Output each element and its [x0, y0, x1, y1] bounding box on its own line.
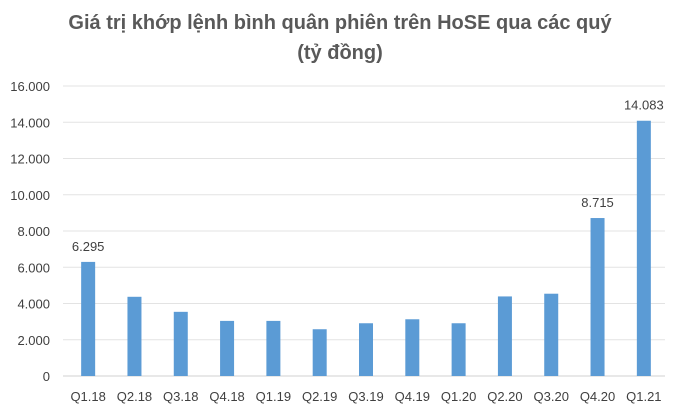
- x-tick-label: Q4.19: [395, 389, 430, 404]
- x-tick-label: Q4.20: [580, 389, 615, 404]
- bar: [266, 320, 281, 376]
- y-tick-label: 0: [43, 369, 50, 384]
- y-tick-label: 16.000: [10, 79, 50, 94]
- x-tick-label: Q3.20: [534, 389, 569, 404]
- bar: [451, 323, 466, 376]
- bar: [636, 120, 651, 376]
- bar: [497, 296, 512, 376]
- bar: [544, 293, 559, 376]
- bar: [81, 261, 96, 376]
- bar: [127, 296, 142, 376]
- y-tick-label: 4.000: [17, 297, 50, 312]
- x-tick-label: Q2.20: [487, 389, 522, 404]
- y-tick-label: 8.000: [17, 224, 50, 239]
- x-tick-label: Q2.18: [117, 389, 152, 404]
- y-tick-label: 14.000: [10, 115, 50, 130]
- bar: [590, 218, 605, 376]
- x-tick-label: Q2.19: [302, 389, 337, 404]
- bar: [405, 319, 420, 376]
- data-label: 8.715: [581, 195, 614, 210]
- bar: [173, 311, 188, 376]
- y-tick-label: 6.000: [17, 260, 50, 275]
- chart-title: Giá trị khớp lệnh bình quân phiên trên H…: [68, 12, 612, 64]
- x-tick-label: Q4.18: [209, 389, 244, 404]
- bar: [220, 320, 235, 376]
- x-tick-label: Q1.21: [626, 389, 661, 404]
- bar: [359, 323, 373, 376]
- y-tick-label: 10.000: [10, 188, 50, 203]
- x-tick-label: Q1.19: [256, 389, 291, 404]
- x-tick-label: Q3.18: [163, 389, 198, 404]
- data-label: 14.083: [624, 98, 664, 113]
- y-tick-label: 2.000: [17, 333, 50, 348]
- x-tick-label: Q1.18: [70, 389, 105, 404]
- x-tick-label: Q3.19: [348, 389, 383, 404]
- y-tick-label: 12.000: [10, 152, 50, 167]
- x-tick-label: Q1.20: [441, 389, 476, 404]
- data-label: 6.295: [72, 239, 105, 254]
- bar: [312, 329, 327, 376]
